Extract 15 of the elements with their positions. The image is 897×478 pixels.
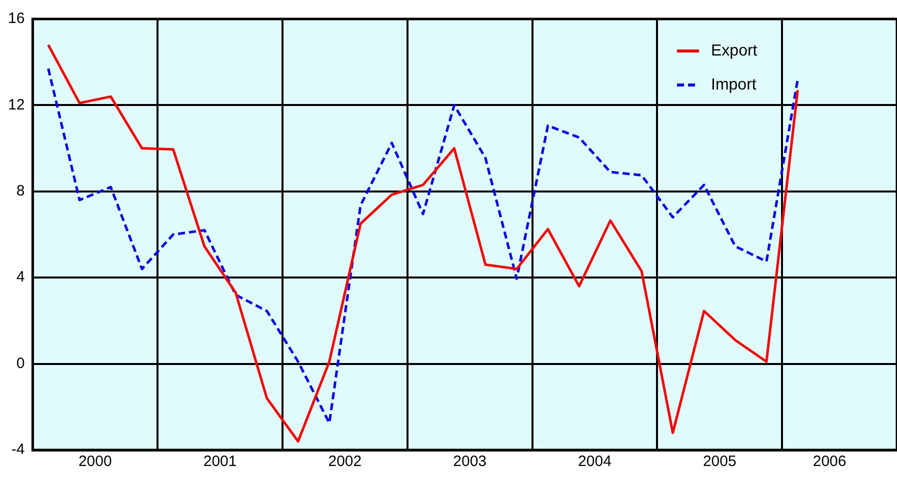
y-tick-label: 16 — [8, 10, 25, 28]
x-tick-label: 2002 — [328, 453, 362, 470]
y-tick-label: 8 — [16, 182, 25, 200]
x-tick-label: 2005 — [702, 453, 736, 470]
y-tick-label: 0 — [16, 354, 25, 372]
x-tick-label: 2000 — [78, 453, 112, 470]
legend-label: Export — [711, 42, 758, 60]
x-tick-label: 2003 — [453, 453, 487, 470]
y-tick-label: -4 — [11, 441, 25, 458]
y-tick-label: 4 — [16, 268, 25, 286]
x-tick-label: 2004 — [578, 453, 612, 470]
y-tick-label: 12 — [8, 96, 25, 114]
legend-label: Import — [711, 76, 757, 94]
x-tick-label: 2001 — [203, 453, 237, 470]
x-tick-label: 2006 — [812, 453, 846, 470]
